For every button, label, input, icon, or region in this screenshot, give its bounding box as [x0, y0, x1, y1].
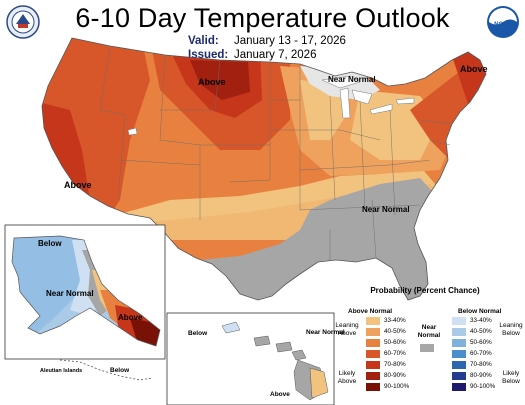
legend-below-swatch [452, 339, 466, 347]
issued-value: January 7, 2026 [234, 49, 317, 61]
legend-below-swatch [452, 328, 466, 336]
label-hi-below: Below [188, 330, 208, 337]
legend-below-head: Below Normal [458, 308, 502, 315]
legend-near-swatch [420, 344, 434, 352]
label-near-normal-lakes: Near Normal [328, 75, 376, 84]
valid-value: January 13 - 17, 2026 [234, 35, 346, 47]
legend-above-swatch [366, 372, 380, 380]
legend-likely-below: Likely Below [502, 370, 520, 385]
legend-leaning-below: Leaning Below [499, 322, 523, 337]
label-aleutian: Aleutian Islands [40, 368, 82, 374]
label-hi-above: Above [270, 391, 290, 398]
legend-below-swatch [452, 350, 466, 358]
state-lines [99, 45, 453, 260]
legend-title: Probability (Percent Chance) [370, 286, 480, 295]
legend-below-range: 33-40% [470, 317, 492, 324]
legend-below-swatch [452, 361, 466, 369]
legend-below-range: 40-50% [470, 328, 492, 335]
label-hi-near-normal: Near Normal [306, 329, 345, 336]
legend-above-swatch [366, 317, 380, 325]
label-ak-above: Above [118, 313, 143, 322]
legend-above-swatch [366, 339, 380, 347]
legend-below-swatch [452, 372, 466, 380]
legend-above-range: 80-90% [384, 372, 406, 379]
legend-below-range: 50-60% [470, 339, 492, 346]
page-title: 6-10 Day Temperature Outlook [75, 3, 450, 33]
legend-above-swatch [366, 383, 380, 391]
noaa-logo-text: NOAA [494, 22, 512, 28]
legend-below-swatch [452, 317, 466, 325]
date-info: Valid: January 13 - 17, 2026 Issued: Janua… [188, 34, 346, 62]
legend-below-range: 90-100% [470, 383, 496, 390]
legend-above-swatch [366, 350, 380, 358]
legend-above-head: Above Normal [348, 308, 393, 315]
legend-above-range: 50-60% [384, 339, 406, 346]
conus-outline [41, 37, 487, 301]
label-above-west: Above [64, 180, 92, 190]
label-ak-near-normal: Near Normal [46, 289, 94, 298]
probability-legend: Probability (Percent Chance) Above Norma… [334, 284, 525, 405]
label-ak-below: Below [38, 239, 62, 248]
valid-label: Valid: [188, 35, 219, 47]
legend-near-head: Near Normal [417, 324, 441, 339]
noaa-seal-icon [6, 5, 40, 39]
legend-above-range: 33-40% [384, 317, 406, 324]
label-aleutian-below: Below [110, 367, 130, 374]
legend-above-range: 60-70% [384, 350, 406, 357]
legend-above-range: 70-80% [384, 361, 406, 368]
alaska-outline [11, 235, 161, 347]
aleutian-chain [59, 359, 153, 381]
legend-above-range: 90-100% [384, 383, 410, 390]
legend-below-range: 70-80% [470, 361, 492, 368]
legend-below-swatch [452, 383, 466, 391]
legend-leaning-above: Leaning Above [335, 322, 359, 337]
label-above-ne: Above [460, 64, 488, 74]
legend-below-range: 80-90% [470, 372, 492, 379]
legend-likely-above: Likely Above [337, 370, 357, 385]
legend-below-range: 60-70% [470, 350, 492, 357]
legend-above-range: 40-50% [384, 328, 406, 335]
label-near-normal-se: Near Normal [362, 205, 410, 214]
great-lakes [127, 75, 415, 136]
hawaii-islands [221, 321, 329, 401]
legend-above-swatch [366, 361, 380, 369]
legend-above-swatch [366, 328, 380, 336]
label-above-north: Above [198, 77, 226, 87]
noaa-logo-icon: NOAA [487, 6, 519, 38]
